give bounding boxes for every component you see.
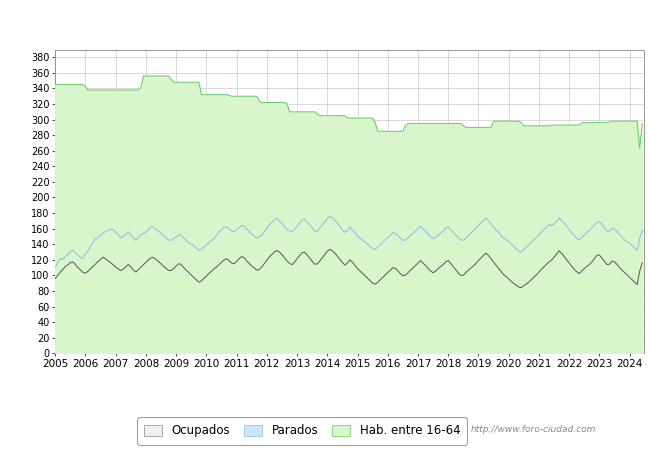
Text: FORO-CIUDAD.COM: FORO-CIUDAD.COM — [228, 207, 471, 226]
Text: http://www.foro-ciudad.com: http://www.foro-ciudad.com — [471, 425, 595, 434]
Text: Magacela - Evolucion de la poblacion en edad de Trabajar Mayo de 2024: Magacela - Evolucion de la poblacion en … — [83, 15, 567, 28]
Legend: Ocupados, Parados, Hab. entre 16-64: Ocupados, Parados, Hab. entre 16-64 — [137, 418, 467, 445]
